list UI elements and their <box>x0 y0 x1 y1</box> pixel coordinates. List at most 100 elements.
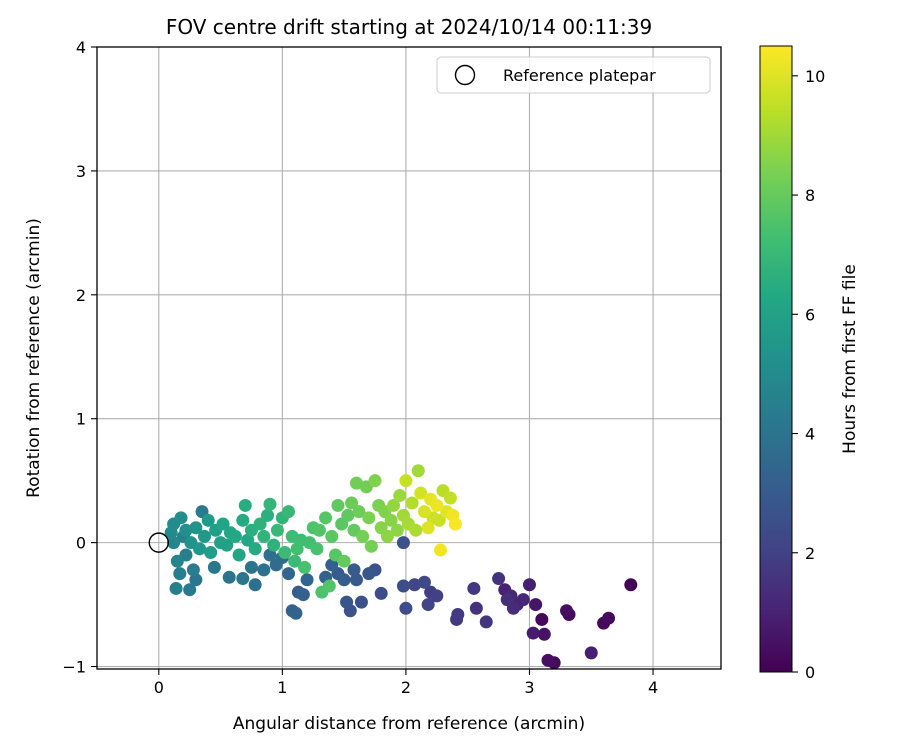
data-point <box>560 604 574 618</box>
data-point <box>448 517 462 531</box>
x-tick-label: 3 <box>524 678 534 697</box>
data-point <box>241 533 255 547</box>
data-point <box>267 538 281 552</box>
y-tick-label: 0 <box>76 534 86 553</box>
data-point <box>228 529 242 543</box>
data-point <box>248 542 262 556</box>
data-point <box>310 542 324 556</box>
data-point <box>396 536 410 550</box>
data-point <box>430 589 444 603</box>
data-point <box>337 573 351 587</box>
colorbar-tick-label: 4 <box>805 425 815 444</box>
data-point <box>169 581 183 595</box>
data-point <box>399 474 413 488</box>
x-axis-label: Angular distance from reference (arcmin) <box>233 714 585 734</box>
data-point <box>345 496 359 510</box>
x-tick-label: 0 <box>154 678 164 697</box>
data-point <box>296 588 310 602</box>
data-point <box>434 543 448 557</box>
data-point <box>288 554 302 568</box>
data-point <box>411 464 425 478</box>
data-point <box>408 578 422 592</box>
data-point <box>289 606 303 620</box>
data-point <box>204 546 218 560</box>
data-point <box>300 573 314 587</box>
colorbar-tick-label: 8 <box>805 186 815 205</box>
data-point <box>263 548 277 562</box>
data-point <box>500 593 514 607</box>
y-tick-label: 1 <box>76 410 86 429</box>
x-axis-ticks: 0 1 2 3 4 <box>154 669 658 697</box>
data-point <box>405 496 419 510</box>
data-point <box>257 563 271 577</box>
y-axis-ticks: −1 0 1 2 3 4 <box>62 38 97 677</box>
data-point <box>174 511 188 525</box>
scatter-points <box>164 464 638 670</box>
data-point <box>364 539 378 553</box>
data-point <box>384 513 398 527</box>
data-point <box>409 523 423 537</box>
legend-open-circle-icon <box>454 64 476 86</box>
data-point <box>207 560 221 574</box>
data-point <box>430 498 444 512</box>
data-point <box>443 491 457 505</box>
data-point <box>467 581 481 595</box>
data-point <box>248 578 262 592</box>
colorbar-tick-label: 0 <box>805 663 815 682</box>
data-point <box>624 578 638 592</box>
data-point <box>492 572 506 586</box>
y-axis-label: Rotation from reference (arcmin) <box>24 218 44 498</box>
data-point <box>602 611 616 625</box>
data-point <box>198 529 212 543</box>
data-point <box>541 653 555 667</box>
data-point <box>236 572 250 586</box>
data-point <box>325 529 339 543</box>
data-point <box>331 498 345 512</box>
data-point <box>337 554 351 568</box>
data-point <box>341 508 355 522</box>
data-point <box>298 560 312 574</box>
data-point <box>368 474 382 488</box>
colorbar-label: Hours from first FF file <box>840 264 860 454</box>
data-point <box>349 573 363 587</box>
data-point <box>193 542 207 556</box>
colorbar-ticks: 0 2 4 6 8 10 <box>792 67 825 682</box>
data-point <box>362 511 376 525</box>
data-point <box>399 601 413 615</box>
colorbar-tick-label: 10 <box>805 67 825 86</box>
data-point <box>312 523 326 537</box>
data-point <box>186 563 200 577</box>
data-point <box>238 498 252 512</box>
y-tick-label: 3 <box>76 162 86 181</box>
data-point <box>340 595 354 609</box>
data-point <box>417 505 431 519</box>
reference-point <box>148 532 169 553</box>
data-point <box>380 529 394 543</box>
data-point <box>349 476 363 490</box>
data-point <box>282 505 296 519</box>
data-point <box>183 583 197 597</box>
x-tick-label: 1 <box>277 678 287 697</box>
x-tick-label: 4 <box>648 678 658 697</box>
data-point <box>417 575 431 589</box>
data-point <box>278 546 292 560</box>
data-point <box>522 578 536 592</box>
data-point <box>253 517 267 531</box>
data-point <box>469 601 483 615</box>
colorbar-tick-label: 2 <box>805 544 815 563</box>
data-point <box>319 511 333 525</box>
data-point <box>170 554 184 568</box>
data-point <box>356 529 370 543</box>
data-point <box>282 567 296 581</box>
data-point <box>201 513 215 527</box>
data-point <box>414 486 428 500</box>
data-point <box>244 560 258 574</box>
data-point <box>584 646 598 660</box>
data-point <box>167 536 181 550</box>
data-point <box>189 521 203 535</box>
data-point <box>421 521 435 535</box>
data-point <box>362 567 376 581</box>
data-point <box>173 567 187 581</box>
